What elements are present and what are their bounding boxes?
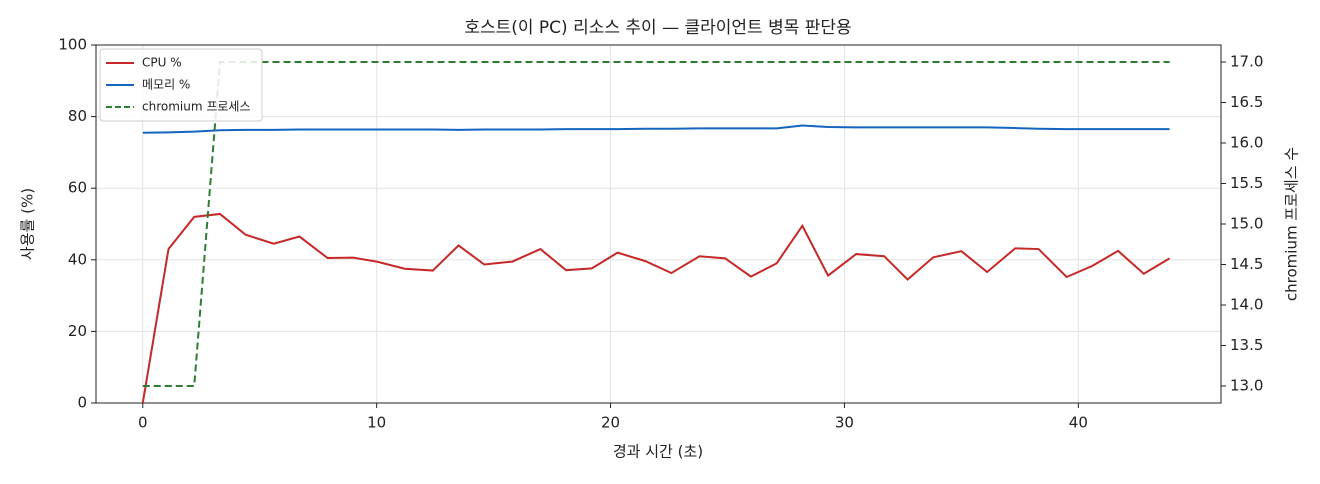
- y2-tick-label: 16.5: [1230, 93, 1263, 111]
- y2-tick-label: 17.0: [1230, 53, 1263, 71]
- x-axis-label: 경과 시간 (초): [613, 443, 703, 461]
- x-tick-label: 20: [601, 414, 620, 432]
- x-tick-label: 40: [1069, 414, 1088, 432]
- legend-label: CPU %: [142, 56, 182, 70]
- y2-tick-label: 14.5: [1230, 255, 1263, 273]
- x-tick-label: 0: [138, 414, 148, 432]
- y2-tick-label: 16.0: [1230, 134, 1263, 152]
- y-tick-label: 60: [68, 179, 87, 197]
- plot-frame: [95, 44, 1222, 404]
- legend-box: [99, 48, 263, 122]
- y-tick-label: 20: [68, 322, 87, 340]
- y2-tick-label: 15.0: [1230, 215, 1263, 233]
- chart-title: 호스트(이 PC) 리소스 추이 — 클라이언트 병목 판단용: [464, 18, 851, 38]
- y-tick-label: 40: [68, 250, 87, 268]
- x-tick-label: 10: [367, 414, 386, 432]
- series-line: [142, 124, 1170, 134]
- y2-axis-label: chromium 프로세스 수: [1283, 147, 1301, 301]
- y2-tick-label: 14.0: [1230, 295, 1263, 313]
- y-axis-label: 사용률 (%): [19, 188, 37, 260]
- y2-tick-label: 13.0: [1230, 376, 1263, 394]
- series-line: [142, 61, 1170, 387]
- y-tick-label: 100: [58, 36, 87, 54]
- series-line: [141, 212, 1171, 404]
- y2-tick-label: 13.5: [1230, 336, 1263, 354]
- y2-tick-label: 15.5: [1230, 174, 1263, 192]
- legend: CPU % 메모리 % chromium 프로세스: [99, 48, 263, 122]
- y-tick-label: 80: [68, 107, 87, 125]
- x-tick-label: 30: [835, 414, 854, 432]
- y-tick-label: 0: [77, 394, 87, 412]
- legend-label: 메모리 %: [142, 78, 190, 92]
- legend-label: chromium 프로세스: [142, 100, 251, 114]
